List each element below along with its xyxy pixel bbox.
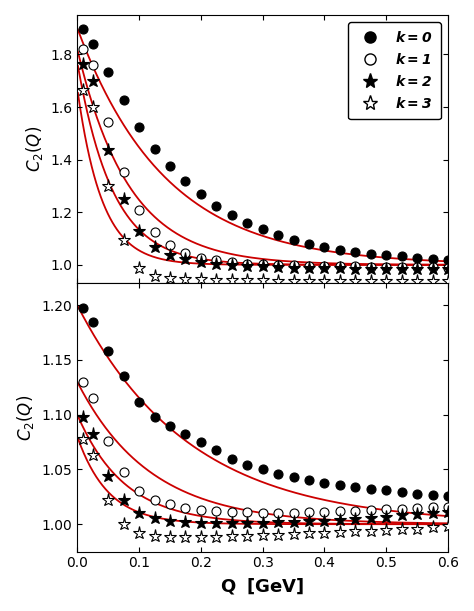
Legend: $\bfit{k=0}$, $\bfit{k=1}$, $\bfit{k=2}$, $\bfit{k=3}$: $\bfit{k=0}$, $\bfit{k=1}$, $\bfit{k=2}$… <box>348 22 441 119</box>
Y-axis label: $C_2(Q)$: $C_2(Q)$ <box>15 394 36 441</box>
X-axis label: $\mathbf{Q}$  $\mathbf{[GeV]}$: $\mathbf{Q}$ $\mathbf{[GeV]}$ <box>220 576 305 596</box>
Y-axis label: $C_2(Q)$: $C_2(Q)$ <box>24 126 45 172</box>
